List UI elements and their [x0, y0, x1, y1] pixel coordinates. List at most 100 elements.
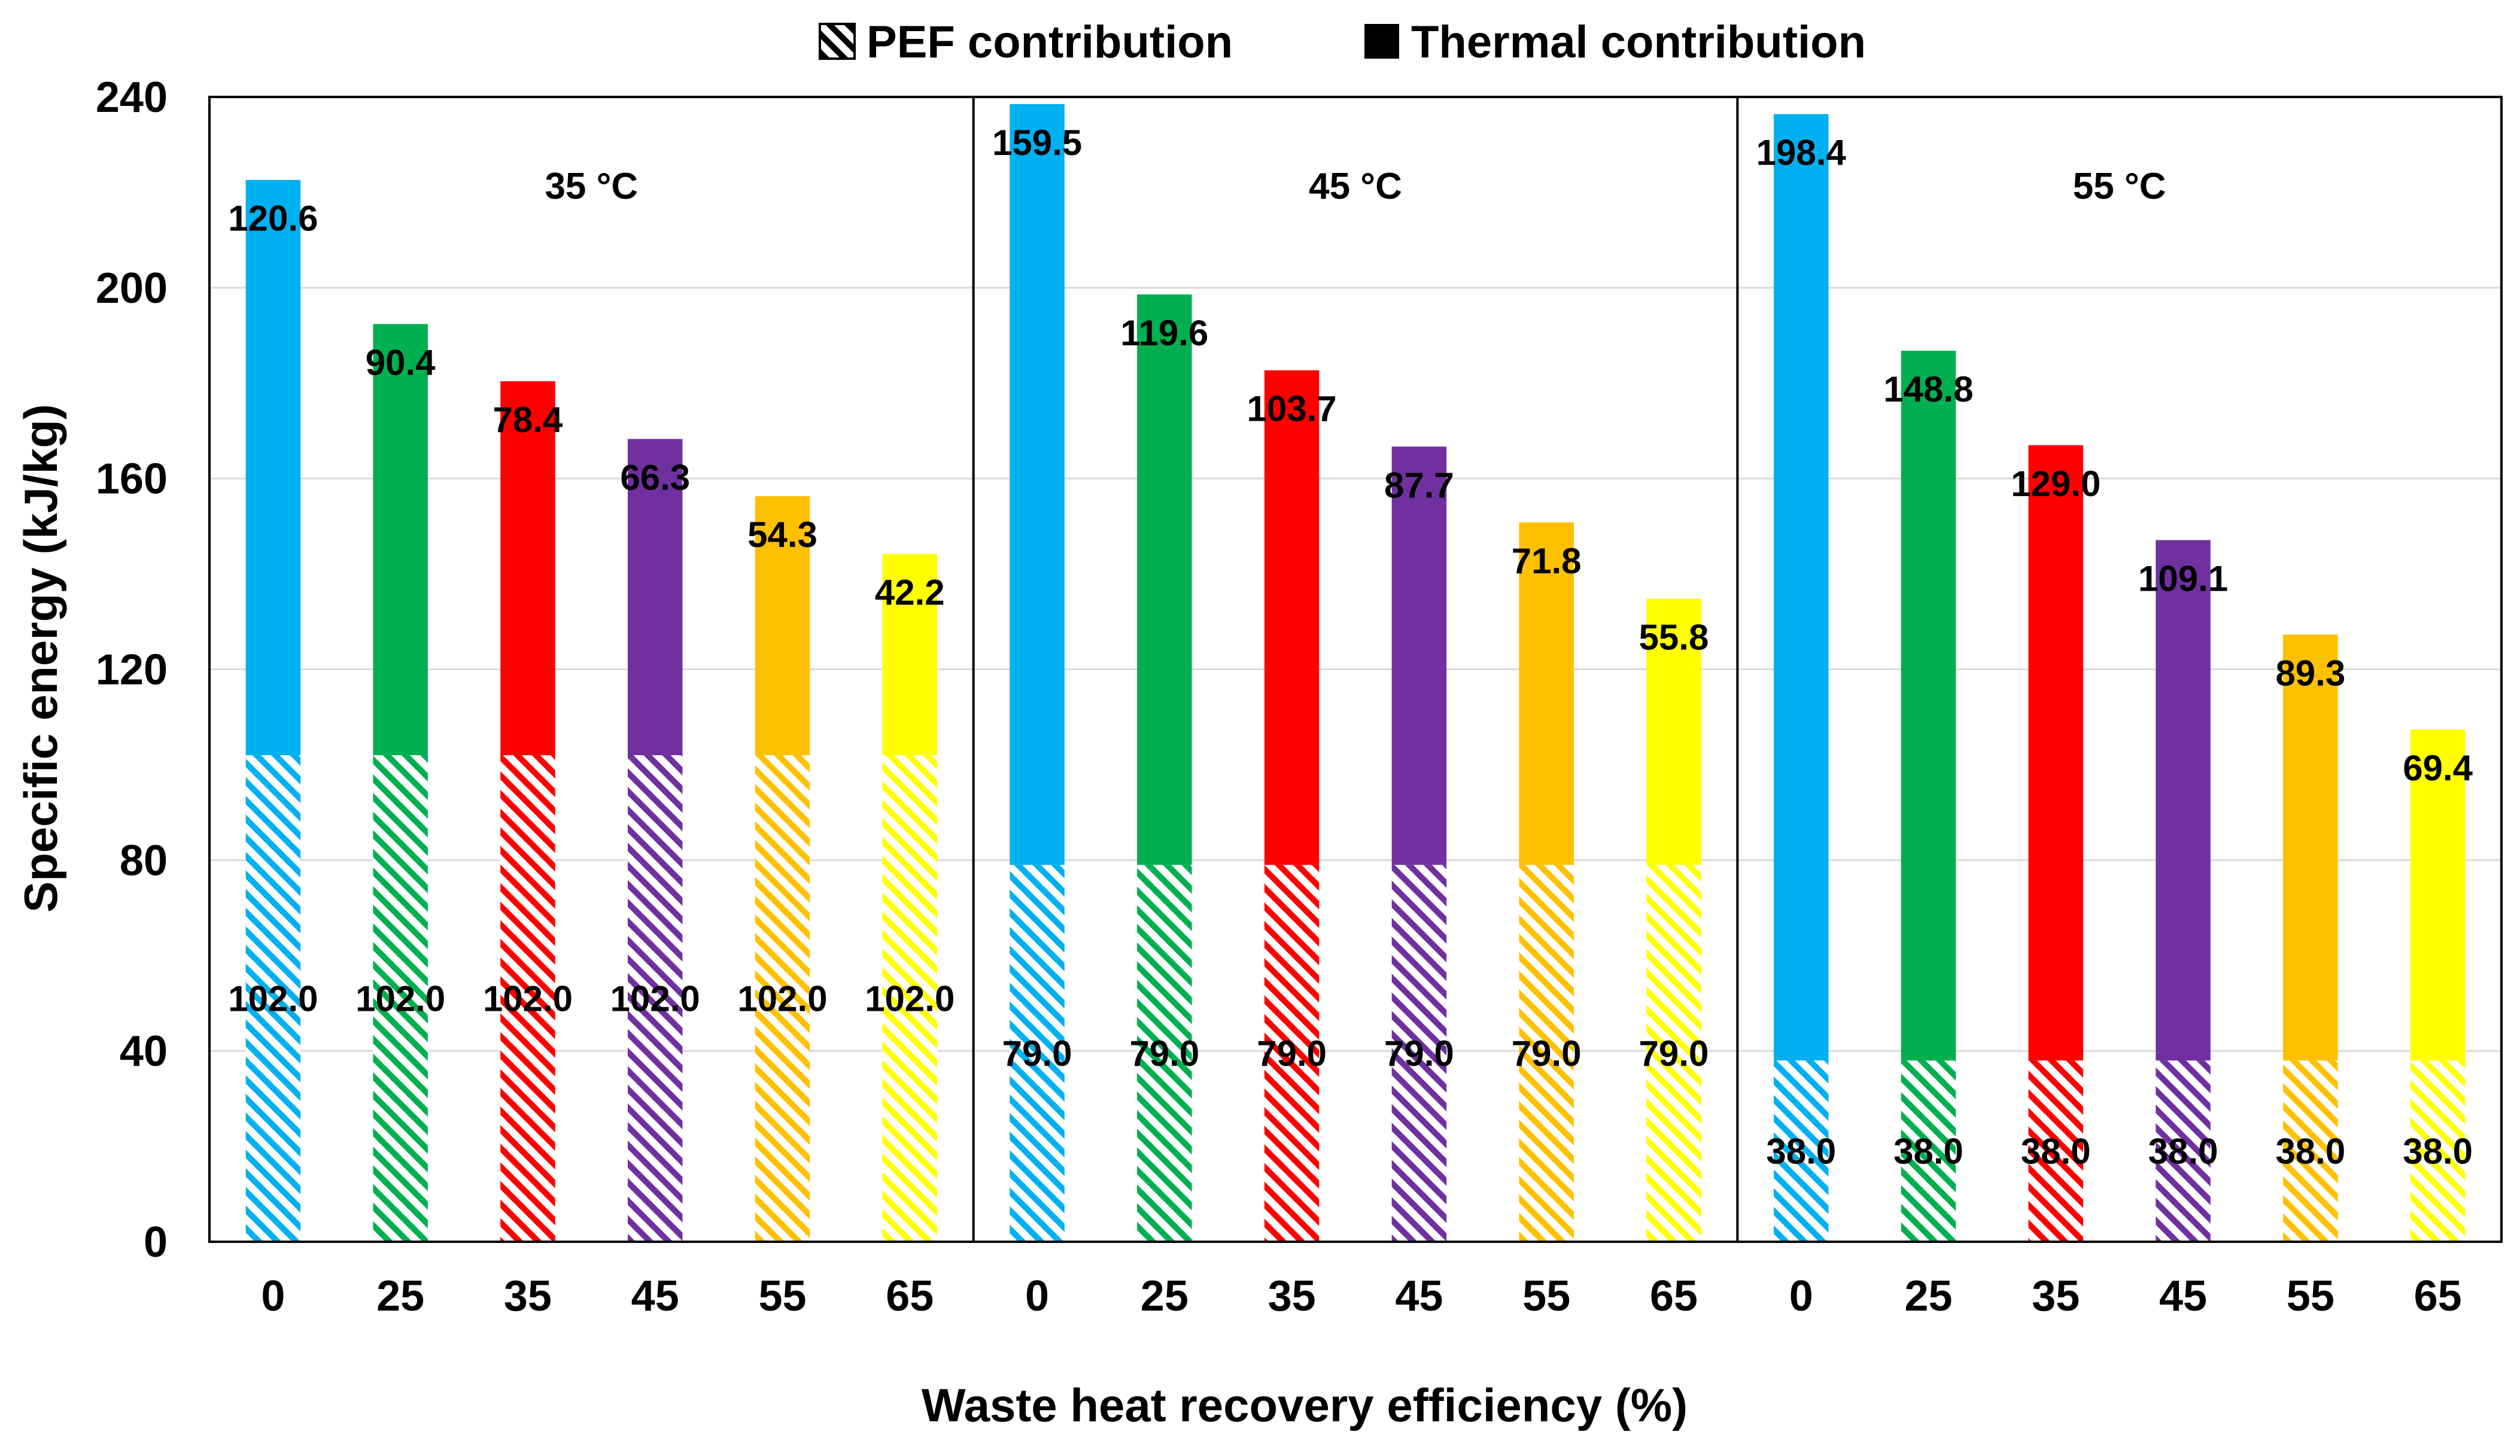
x-tick-label: 45 [1395, 1272, 1443, 1320]
bar-label-thermal: 42.2 [875, 573, 945, 613]
x-tick-label: 35 [2032, 1272, 2080, 1320]
x-tick-label: 45 [631, 1272, 679, 1320]
bar-thermal-panel1-45 [627, 439, 683, 755]
bar-label-thermal: 119.6 [1120, 313, 1208, 353]
x-tick-label: 55 [758, 1272, 806, 1320]
bar-label-thermal: 90.4 [366, 342, 436, 382]
bar-label-thermal: 78.4 [493, 400, 563, 440]
bar-thermal-panel3-0 [1773, 114, 1829, 1061]
x-tick-label: 65 [1650, 1272, 1698, 1320]
bar-label-pef: 102.0 [355, 978, 445, 1019]
bar-thermal-panel3-65 [2410, 729, 2466, 1061]
plot-frame [208, 96, 2503, 1243]
bar-label-pef: 38.0 [2275, 1132, 2345, 1172]
bar-label-pef: 38.0 [2403, 1132, 2473, 1172]
bar-label-pef: 79.0 [1512, 1034, 1582, 1074]
x-tick-label: 55 [1522, 1272, 1570, 1320]
bar-label-thermal: 87.7 [1384, 465, 1454, 505]
y-axis-title: Specific energy (kJ/kg) [14, 404, 67, 913]
bar-pef-panel2-55 [1519, 865, 1574, 1242]
bar-pef-panel3-0 [1773, 1060, 1829, 1242]
bar-pef-panel1-55 [755, 755, 810, 1242]
bar-label-pef: 38.0 [1766, 1132, 1836, 1172]
x-tick-label: 25 [1904, 1272, 1952, 1320]
bar-thermal-panel2-35 [1264, 370, 1320, 865]
plot-border [208, 96, 2503, 1243]
bar-pef-panel2-0 [1010, 865, 1065, 1242]
y-tick-label: 40 [120, 1028, 168, 1075]
bar-label-thermal: 159.5 [992, 123, 1082, 163]
x-tick-label: 55 [2287, 1272, 2334, 1320]
bar-label-pef: 79.0 [1639, 1034, 1709, 1074]
bar-label-pef: 102.0 [610, 978, 700, 1019]
x-tick-label: 25 [376, 1272, 424, 1320]
bar-thermal-panel2-45 [1391, 446, 1447, 865]
legend-swatch-pef [819, 23, 856, 60]
x-tick-label: 0 [1789, 1272, 1813, 1320]
bar-thermal-panel1-0 [245, 180, 301, 755]
y-tick-label: 80 [120, 837, 168, 884]
y-tick-label: 0 [144, 1218, 168, 1266]
bar-label-thermal: 66.3 [620, 458, 690, 498]
x-tick-label: 0 [1025, 1272, 1049, 1320]
bar-label-pef: 79.0 [1002, 1034, 1072, 1074]
bar-label-thermal: 55.8 [1639, 618, 1709, 658]
x-tick-label: 45 [2159, 1272, 2207, 1320]
y-tick-label: 240 [96, 74, 168, 121]
bar-label-pef: 38.0 [1893, 1132, 1963, 1172]
bar-label-pef: 102.0 [737, 978, 827, 1019]
bar-pef-panel1-65 [882, 755, 938, 1242]
bar-thermal-panel3-25 [1901, 351, 1956, 1061]
x-tick-label: 35 [1268, 1272, 1316, 1320]
bar-label-pef: 79.0 [1129, 1034, 1199, 1074]
bar-thermal-panel2-65 [1646, 598, 1701, 865]
bar-thermal-panel1-25 [373, 324, 428, 755]
bar-pef-panel1-35 [500, 755, 555, 1242]
bar-label-pef: 79.0 [1384, 1034, 1454, 1074]
bar-label-pef: 79.0 [1257, 1034, 1327, 1074]
bar-thermal-panel3-55 [2283, 634, 2338, 1061]
x-axis-ticks: 0 25 35 45 55 65 0 25 35 45 55 65 0 25 35 45 55 65 [261, 1272, 2461, 1320]
x-tick-label: 0 [261, 1272, 285, 1320]
legend: PEF contribution Thermal contribution [819, 17, 1866, 68]
bar-label-thermal: 69.4 [2403, 748, 2473, 788]
bar-label-pef: 102.0 [865, 978, 955, 1019]
bar-label-pef: 38.0 [2021, 1132, 2091, 1172]
bar-thermal-panel3-45 [2156, 540, 2211, 1061]
x-axis-title: Waste heat recovery efficiency (%) [922, 1379, 1688, 1431]
bar-labels: 102.0 120.6 102.0 90.4 102.0 78.4 102.0 66.3 102… [228, 123, 2473, 1172]
panel-label: 35 °C [545, 166, 638, 207]
bar-pef-panel1-0 [245, 755, 301, 1242]
bar-label-thermal: 148.8 [1883, 369, 1973, 409]
bar-thermal-panel1-55 [755, 496, 810, 755]
legend-swatch-thermal [1364, 24, 1399, 59]
x-tick-label: 35 [504, 1272, 552, 1320]
bar-label-thermal: 89.3 [2275, 653, 2345, 693]
y-tick-label: 160 [96, 455, 168, 503]
bar-pef-panel1-25 [373, 755, 428, 1242]
bar-thermal-panel1-65 [882, 554, 938, 755]
bar-pef-panel1-45 [627, 755, 683, 1242]
legend-label-pef: PEF contribution [867, 17, 1233, 68]
bar-label-thermal: 103.7 [1247, 389, 1337, 429]
bar-pef-panel2-25 [1137, 865, 1192, 1242]
bar-label-pef: 38.0 [2148, 1132, 2218, 1172]
bar-pef-panel3-45 [2156, 1060, 2211, 1242]
x-tick-label: 65 [886, 1272, 934, 1320]
bar-label-pef: 102.0 [228, 978, 318, 1019]
bar-thermal-panel2-0 [1010, 104, 1065, 865]
bar-thermal-panel3-35 [2028, 445, 2084, 1061]
bar-pef-panel3-35 [2028, 1060, 2084, 1242]
panel-label: 55 °C [2073, 166, 2166, 207]
bar-pef-panel2-35 [1264, 865, 1320, 1242]
x-tick-label: 25 [1141, 1272, 1188, 1320]
bar-label-thermal: 71.8 [1512, 541, 1582, 581]
gridlines [209, 287, 2501, 1052]
y-tick-label: 200 [96, 265, 168, 312]
bars [245, 104, 2466, 1242]
bar-label-thermal: 120.6 [228, 199, 318, 239]
y-axis-ticks: 0 40 80 120 160 200 240 [96, 74, 168, 1266]
bar-pef-panel2-45 [1391, 865, 1447, 1242]
y-tick-label: 120 [96, 646, 168, 694]
